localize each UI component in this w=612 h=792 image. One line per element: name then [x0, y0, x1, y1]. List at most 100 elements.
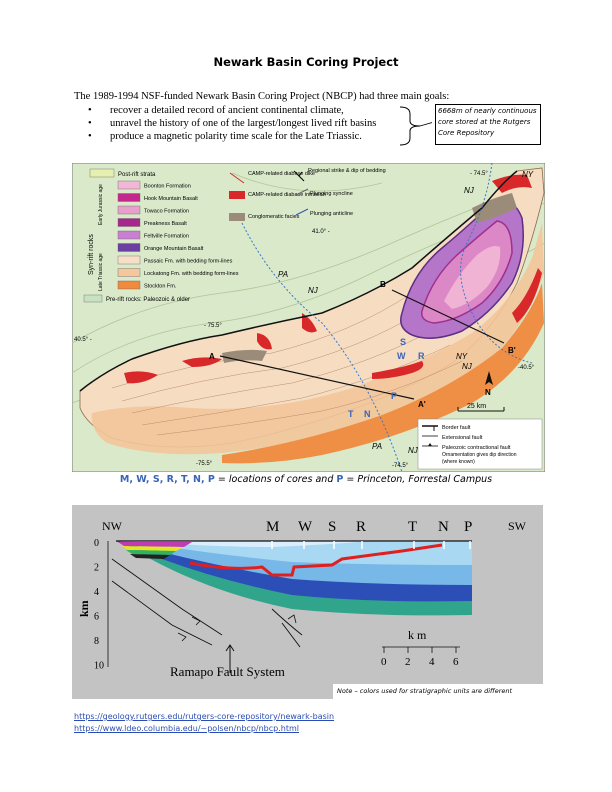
- section-label: B': [508, 346, 516, 355]
- depth-tick-label: 0: [94, 538, 99, 549]
- boonton-core: [444, 246, 501, 309]
- sw-label: SW: [508, 519, 527, 533]
- state-label: PA: [372, 442, 382, 451]
- north-label: N: [485, 388, 491, 397]
- core-label-p: P: [391, 391, 397, 401]
- reference-links: https://geology.rutgers.edu/rutgers-core…: [74, 711, 334, 735]
- note-line: 6668m of nearly continuous: [438, 107, 537, 115]
- fault-arrows: [177, 614, 297, 642]
- legend-unit-label: Hook Mountain Basalt: [144, 196, 198, 202]
- core-label-s: S: [400, 337, 406, 347]
- km-scale-label: 2: [405, 656, 411, 668]
- lon-label: -75.5°: [196, 461, 213, 467]
- legend-conglomerate: Conglomeratic facies: [248, 214, 300, 220]
- legend-early-jurassic: Early Jurassic age: [98, 184, 104, 225]
- legend-unit-swatch: [117, 230, 141, 240]
- section-label: A': [418, 400, 426, 409]
- note-line: core stored at the Rutgers: [438, 118, 531, 126]
- link-rutgers[interactable]: https://geology.rutgers.edu/rutgers-core…: [74, 712, 335, 721]
- km-scale: 0 2 4 6: [381, 646, 460, 668]
- state-label: NJ: [462, 362, 473, 371]
- note-line: Core Repository: [438, 129, 495, 137]
- core-label-r: R: [418, 351, 425, 361]
- legend-unit-label: Passaic Fm. with bedding form-lines: [144, 259, 233, 265]
- caption-text: = Princeton, Forrestal Campus: [343, 474, 493, 485]
- basin-stockton: [222, 283, 544, 464]
- lon-label: - 75.5°: [204, 323, 222, 329]
- goals-list: recover a detailed record of ancient con…: [88, 104, 376, 143]
- state-label: NJ: [308, 286, 319, 295]
- diabase-sill-red: [189, 543, 443, 577]
- map-labels: - 74.5° NY NJ 41.0° - PA NJ - 75.5° 40.5…: [74, 170, 535, 469]
- fault-paleozoic-label: Paleozoic contractional fault: [442, 445, 511, 451]
- legend-regional-strike: Regional strike & dip of bedding: [308, 168, 386, 174]
- depth-tick-label: 4: [94, 587, 99, 598]
- link-ldeo[interactable]: https://www.ldeo.columbia.edu/~polsen/nb…: [74, 724, 299, 733]
- legend-unit-swatch: [117, 268, 141, 277]
- lat-label: 41.0° -: [312, 229, 330, 235]
- lon-label: -74.5°: [392, 463, 409, 469]
- state-boundaries: [241, 163, 533, 472]
- top-colored-bands: [118, 542, 192, 559]
- nw-label: NW: [102, 519, 123, 533]
- depth-axis: 0 2 4 6 8 10: [94, 538, 104, 672]
- goal-item: produce a magnetic polarity time scale f…: [88, 130, 376, 143]
- state-label: NY: [522, 170, 534, 179]
- state-label: PA: [278, 270, 288, 279]
- legend-units: Boonton Formation Hook Mountain Basalt Tow…: [117, 180, 239, 290]
- intro-paragraph: The 1989-1994 NSF-funded Newark Basin Co…: [74, 91, 450, 102]
- core-marker-label: P: [464, 519, 472, 535]
- border-fault: [79, 170, 518, 392]
- km-scale-label: 6: [453, 656, 459, 668]
- core-marker-label: R: [356, 519, 366, 535]
- fault-ornament-label: Ornamentation gives dip direction: [442, 452, 517, 458]
- legend-pre-rift: Pre-rift rocks: Paleozoic & older: [106, 297, 190, 303]
- lon-label: - 74.5°: [470, 171, 488, 177]
- geologic-map: Post-rift strata Boonton Formation Hook M…: [72, 163, 545, 472]
- section-label: A: [209, 352, 215, 361]
- core-marker-label: M: [266, 519, 279, 535]
- lat-label: -40.5°: [518, 365, 535, 371]
- diabase-intrusions: [124, 174, 542, 384]
- curly-brace: [399, 106, 432, 146]
- fault-legend: Border fault Extensional fault Paleozoic…: [417, 418, 543, 470]
- legend-camp-intrusion: CAMP-related diabase intrusion: [248, 192, 326, 198]
- section-label: B: [380, 280, 386, 289]
- legend-unit-label: Preakness Basalt: [144, 221, 187, 227]
- caption-text: = locations of cores and: [214, 474, 337, 485]
- legend-unit-label: Orange Mountain Basalt: [144, 246, 204, 252]
- km-axis-label: km: [77, 600, 91, 617]
- legend-unit-swatch: [117, 255, 141, 265]
- fault-lines: [111, 558, 303, 648]
- scale-label: 25 km: [467, 403, 486, 410]
- color-note: Note – colors used for stratigraphic uni…: [333, 684, 543, 699]
- legend-unit-swatch: [117, 218, 141, 227]
- north-arrow: N: [485, 371, 493, 397]
- core-storage-note: 6668m of nearly continuous core stored a…: [435, 104, 541, 145]
- legend-unit-swatch: [117, 193, 141, 202]
- fault-system-label: Ramapo Fault System: [170, 664, 285, 679]
- section-line-aa: [219, 355, 415, 400]
- scale-bar: 25 km: [457, 403, 505, 412]
- state-label: NJ: [408, 446, 419, 455]
- fault-border-label: Border fault: [442, 425, 471, 431]
- legend-post-rift: Post-rift strata: [118, 172, 156, 178]
- km-scale-label: k m: [408, 628, 427, 642]
- fault-system-arrow: [225, 644, 235, 673]
- legend-late-triassic: Late Triassic age: [98, 253, 104, 291]
- fault-where-known-label: (where known): [442, 459, 475, 465]
- caption-codes: M, W, S, R, T, N, P: [119, 474, 215, 485]
- core-locations: S W R T N P: [348, 337, 425, 419]
- page-title: Newark Basin Coring Project: [213, 55, 399, 69]
- map-legend: Post-rift strata Boonton Formation Hook M…: [83, 168, 386, 303]
- core-marker-label: S: [328, 519, 336, 535]
- legend-unit-label: Boonton Formation: [144, 184, 191, 190]
- goal-item: recover a detailed record of ancient con…: [88, 104, 376, 117]
- legend-unit-label: Feltville Formation: [144, 234, 189, 240]
- core-marker-label: W: [298, 519, 313, 535]
- depth-tick-label: 8: [94, 636, 99, 647]
- lat-label: 40.5° -: [74, 337, 92, 343]
- core-label-t: T: [348, 409, 354, 419]
- state-label: NJ: [464, 186, 475, 195]
- km-scale-label: 4: [429, 656, 435, 668]
